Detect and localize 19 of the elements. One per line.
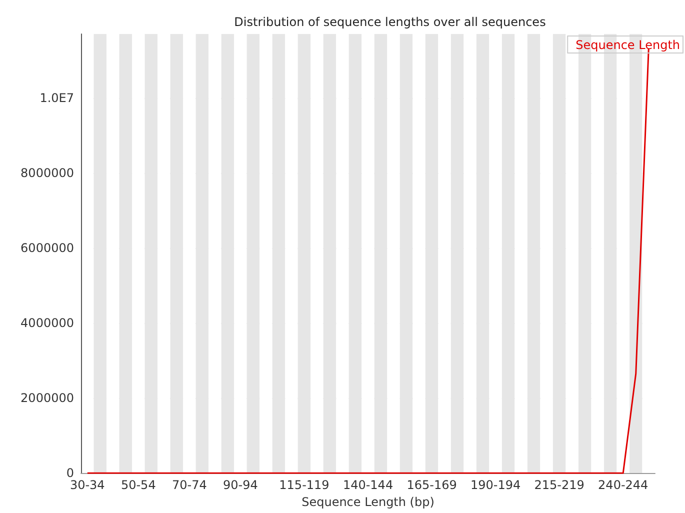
x-tick-label: 30-34 (70, 478, 105, 492)
x-tick-label: 140-144 (342, 478, 394, 492)
x-tick-label: 240-244 (598, 478, 648, 492)
y-tick-label: 4000000 (20, 316, 74, 330)
y-tick-label: 1.0E7 (40, 90, 74, 105)
y-tick-label: 6000000 (20, 240, 74, 255)
series-label: Sequence Length (576, 38, 680, 52)
x-tick-label: 50-54 (120, 478, 156, 492)
y-tick-label: 0 (66, 466, 74, 480)
x-tick-label: 215-219 (534, 478, 584, 492)
chart-title: Distribution of sequence lengths over all sequences (234, 15, 546, 29)
x-tick-label: 190-194 (470, 478, 521, 492)
x-tick-label: 70-74 (172, 478, 207, 492)
y-tick-label: 2000000 (20, 391, 74, 406)
x-tick-label: 115-119 (279, 478, 330, 492)
x-tick-label: 165-169 (406, 478, 457, 492)
y-tick-label: 8000000 (20, 166, 74, 180)
x-axis-title: Sequence Length (bp) (302, 495, 434, 509)
x-tick-label: 90-94 (223, 478, 258, 492)
